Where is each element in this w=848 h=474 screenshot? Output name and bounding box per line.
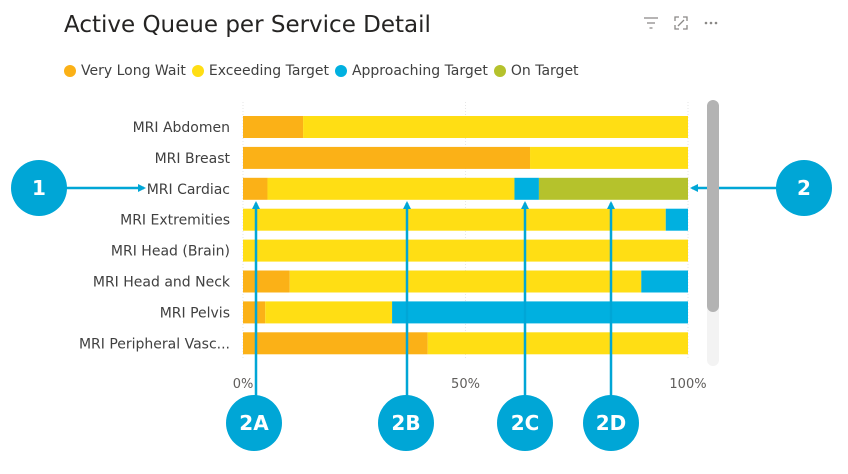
annotation-badge-2: 2 xyxy=(776,160,832,216)
badge-label: 2B xyxy=(391,411,420,435)
chart-legend: Very Long Wait Exceeding Target Approachin… xyxy=(64,61,579,81)
bar-mri-head-and-neck-very-long-wait[interactable] xyxy=(243,270,290,293)
x-tick-labels: 0% 50% 100% xyxy=(233,377,707,392)
bar-mri-cardiac-approaching-target[interactable] xyxy=(514,177,539,200)
badge-circle xyxy=(776,160,832,216)
x-tick-label: 0% xyxy=(233,377,254,392)
bar-mri-breast-exceeding-target[interactable] xyxy=(530,146,688,169)
bar-mri-head-and-neck-exceeding-target[interactable] xyxy=(289,270,642,293)
category-label: MRI Abdomen xyxy=(133,120,230,136)
filter-icon[interactable] xyxy=(642,14,660,32)
more-options-icon[interactable] xyxy=(702,14,720,32)
category-label: MRI Extremities xyxy=(120,213,230,229)
badge-label: 2 xyxy=(797,176,811,200)
badge-label: 1 xyxy=(32,176,46,200)
annotation-badge-2d: 2D xyxy=(583,395,639,451)
badge-circle xyxy=(583,395,639,451)
category-label: MRI Breast xyxy=(155,151,231,167)
bars xyxy=(243,116,688,355)
annotation-badge-2b: 2B xyxy=(378,395,434,451)
badge-circle xyxy=(497,395,553,451)
bar-mri-extremities-approaching-target[interactable] xyxy=(665,208,688,231)
focus-mode-icon[interactable] xyxy=(672,14,690,32)
badge-circle xyxy=(11,160,67,216)
badge-label: 2A xyxy=(239,411,269,435)
category-label: MRI Head (Brain) xyxy=(111,244,230,260)
bar-mri-peripheral-vasc-exceeding-target[interactable] xyxy=(427,332,688,355)
badge-label: 2D xyxy=(596,411,627,435)
bar-mri-pelvis-very-long-wait[interactable] xyxy=(243,301,266,324)
legend-swatch xyxy=(334,65,347,77)
legend-label: Exceeding Target xyxy=(208,63,329,79)
bar-mri-pelvis-approaching-target[interactable] xyxy=(392,301,688,324)
bar-mri-extremities-exceeding-target[interactable] xyxy=(243,208,666,231)
category-label: MRI Cardiac xyxy=(147,182,230,198)
category-label: MRI Head and Neck xyxy=(93,275,231,291)
bar-mri-cardiac-on-target[interactable] xyxy=(538,177,688,200)
bar-mri-peripheral-vasc-very-long-wait[interactable] xyxy=(243,332,428,355)
legend-label: Very Long Wait xyxy=(81,63,186,79)
badge-circle xyxy=(226,395,282,451)
legend-item-exceeding-target[interactable]: Exceeding Target xyxy=(191,63,329,79)
legend-item-approaching-target[interactable]: Approaching Target xyxy=(334,63,488,79)
scrollbar-thumb[interactable] xyxy=(707,100,719,312)
annotation-badge-2c: 2C xyxy=(497,395,553,451)
legend-swatch xyxy=(64,65,76,77)
bar-mri-head-brain-exceeding-target[interactable] xyxy=(243,239,688,262)
visual-toolbar xyxy=(640,12,720,34)
legend-swatch xyxy=(191,65,204,77)
x-tick-label: 50% xyxy=(451,377,480,392)
annotation-badge-2a: 2A xyxy=(226,395,282,451)
category-label: MRI Peripheral Vasc... xyxy=(79,336,230,352)
annotation-badge-1: 1 xyxy=(11,160,67,216)
bar-mri-cardiac-very-long-wait[interactable] xyxy=(243,177,268,200)
legend-swatch xyxy=(493,65,506,77)
bar-mri-breast-very-long-wait[interactable] xyxy=(243,146,531,169)
annotations: 1 2 2A 2B 2C 2D xyxy=(11,160,832,451)
badge-circle xyxy=(378,395,434,451)
bar-mri-pelvis-exceeding-target[interactable] xyxy=(265,301,393,324)
category-label: MRI Pelvis xyxy=(160,305,230,321)
bar-mri-cardiac-exceeding-target[interactable] xyxy=(267,177,515,200)
legend-item-on-target[interactable]: On Target xyxy=(493,63,579,79)
x-tick-label: 100% xyxy=(669,377,706,392)
bar-mri-abdomen-very-long-wait[interactable] xyxy=(243,116,304,138)
bar-mri-head-and-neck-approaching-target[interactable] xyxy=(641,270,688,293)
legend-label: On Target xyxy=(510,63,579,79)
chart-title: Active Queue per Service Detail xyxy=(64,12,431,38)
category-labels: MRI Abdomen MRI Breast MRI Cardiac MRI Extr… xyxy=(79,120,231,352)
legend-item-very-long-wait[interactable]: Very Long Wait xyxy=(64,63,186,79)
legend-label: Approaching Target xyxy=(351,63,488,79)
badge-label: 2C xyxy=(511,411,540,435)
bar-mri-abdomen-exceeding-target[interactable] xyxy=(303,116,688,138)
